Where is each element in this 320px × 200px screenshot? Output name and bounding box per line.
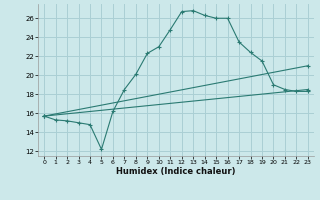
- X-axis label: Humidex (Indice chaleur): Humidex (Indice chaleur): [116, 167, 236, 176]
